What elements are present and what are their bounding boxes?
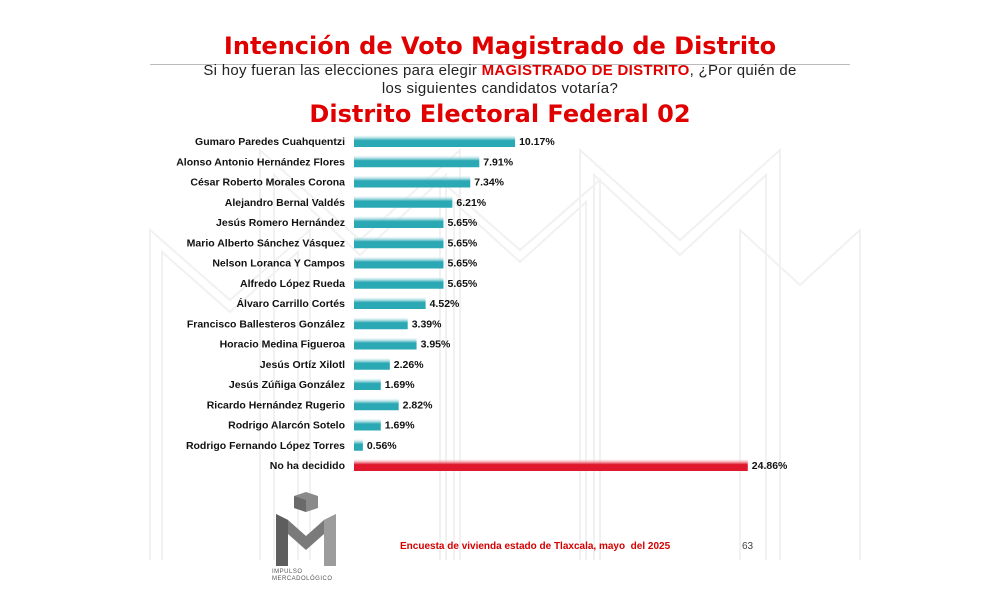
category-label: Rodrigo Fernando López Torres: [186, 440, 345, 452]
data-label: 4.52%: [430, 298, 460, 310]
data-label: 1.69%: [385, 379, 415, 391]
bar: [354, 276, 444, 289]
data-label: 6.21%: [456, 197, 486, 209]
category-label: Jesús Romero Hernández: [216, 217, 345, 229]
data-label: 0.56%: [367, 440, 397, 452]
data-label: 5.65%: [447, 217, 477, 229]
bar: [354, 297, 426, 309]
category-label: Gumaro Paredes Cuahquentzi: [195, 136, 345, 148]
data-label: 7.34%: [474, 177, 504, 189]
logo-caption: MERCADOLÓGICO: [272, 576, 333, 582]
data-label: 2.82%: [403, 399, 433, 411]
bar: [354, 378, 381, 390]
page-title: Intención de Voto Magistrado de Distrito: [223, 32, 777, 60]
bar: [354, 216, 444, 228]
category-label: Alonso Antonio Hernández Flores: [176, 156, 345, 168]
question-line-2: los siguientes candidatos votaría?: [381, 80, 619, 97]
question-highlight: MAGISTRADO DE DISTRITO: [481, 62, 690, 79]
bar: [354, 418, 381, 431]
data-label: 5.65%: [447, 278, 477, 290]
bar: [354, 155, 480, 168]
bar: [354, 135, 516, 147]
bar: [354, 256, 444, 269]
category-label: Alfredo López Rueda: [240, 278, 345, 290]
title-rule: [150, 64, 850, 65]
category-label: César Roberto Morales Corona: [190, 177, 345, 189]
data-label: 2.26%: [394, 359, 424, 371]
bar: [354, 337, 417, 350]
question-text-end: , ¿Por quién de: [689, 62, 797, 79]
logo-caption: IMPULSO: [272, 569, 303, 575]
category-label: Horacio Medina Figueroa: [220, 339, 346, 351]
category-label: Ricardo Hernández Rugerio: [207, 399, 345, 411]
data-label: 5.65%: [447, 258, 477, 270]
category-label: Nelson Loranca Y Campos: [212, 258, 345, 270]
category-label: Alejandro Bernal Valdés: [225, 197, 345, 209]
impulso-mercadologico-logo: [276, 492, 336, 566]
source-footer: Encuesta de vivienda estado de Tlaxcala,…: [400, 541, 671, 552]
category-label: No ha decidido: [270, 460, 345, 472]
category-label: Mario Alberto Sánchez Vásquez: [187, 237, 345, 249]
bar: [354, 236, 444, 249]
category-label: Jesús Ortíz Xilotl: [260, 359, 345, 371]
data-label: 3.95%: [421, 339, 451, 351]
bar: [354, 317, 408, 330]
category-label: Rodrigo Alarcón Sotelo: [228, 420, 345, 432]
category-label: Álvaro Carrillo Cortés: [236, 297, 345, 310]
data-label: 3.39%: [412, 318, 442, 330]
data-label: 10.17%: [519, 136, 555, 148]
data-label: 1.69%: [385, 420, 415, 432]
question-text: Si hoy fueran las elecciones para elegir: [203, 62, 482, 79]
data-label: 5.65%: [447, 237, 477, 249]
category-label: Jesús Zúñiga González: [229, 379, 345, 391]
survey-question: Si hoy fueran las elecciones para elegir…: [160, 62, 840, 98]
bar-undecided: [354, 459, 748, 471]
bar: [354, 175, 471, 188]
district-heading: Distrito Electoral Federal 02: [309, 100, 691, 128]
bar: [354, 357, 390, 370]
page-number: 63: [742, 541, 754, 552]
bar: [354, 195, 453, 208]
bar: [354, 438, 363, 451]
data-label: 24.86%: [752, 460, 788, 472]
data-label: 7.91%: [483, 156, 513, 168]
category-label: Francisco Ballesteros González: [187, 318, 345, 330]
bar: [354, 398, 399, 411]
